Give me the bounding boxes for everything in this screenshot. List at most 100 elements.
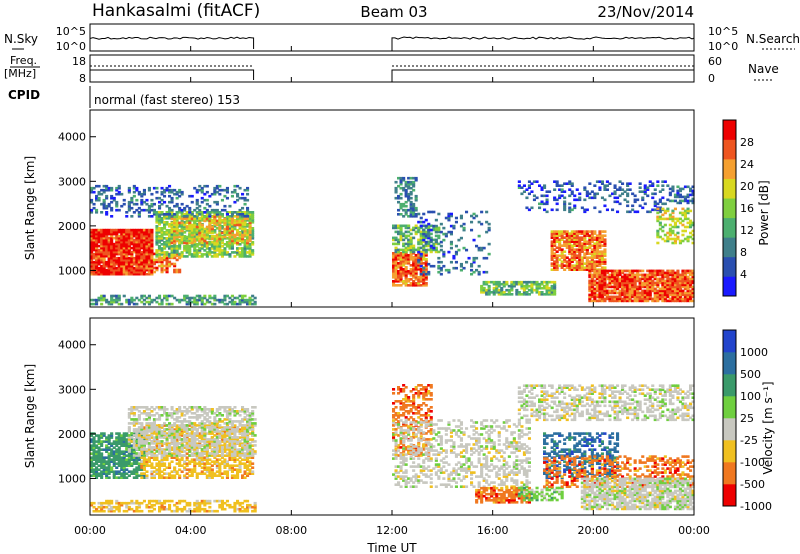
freq-right-tick-bottom: 0	[708, 72, 715, 85]
power-region-0	[90, 228, 154, 276]
freq-label-line1: Freq.	[10, 54, 37, 67]
colorbar-swatch-0	[723, 276, 736, 297]
colorbar-tick-label-2: 100	[740, 390, 761, 403]
y-tick-label-0-1: 2000	[58, 220, 86, 233]
nave-label: Nave	[748, 62, 779, 76]
time-x-axis: 00:00 04:00 08:00 12:00 16:00 20:00 00:00	[74, 46, 710, 537]
x-tick-label-4: 16:00	[477, 524, 509, 537]
noise-left-tick-bottom: 10^0	[56, 40, 86, 53]
velocity-y-label: Slant Range [km]	[23, 364, 37, 468]
colorbar-tick-label-5: 24	[740, 158, 754, 171]
colorbar-swatch-1	[723, 256, 736, 277]
colorbar-frame	[722, 119, 737, 297]
colorbar-tick-label-6: 28	[740, 136, 754, 149]
x-tick-label-1: 04:00	[175, 524, 207, 537]
colorbar-tick-label-0: 4	[740, 268, 747, 281]
y-tick-label-0-3: 4000	[58, 131, 86, 144]
y-tick-label-1-2: 3000	[58, 383, 86, 396]
noise-segment-1	[391, 36, 695, 49]
colorbar-swatch-7	[723, 330, 736, 353]
freq-label-line2: [MHz]	[4, 67, 36, 80]
freq-right-tick-top: 60	[708, 55, 722, 68]
power-region-11	[517, 180, 670, 214]
velocity-region-0	[90, 432, 146, 479]
power-y-axis: 1000 2000 3000 4000	[58, 131, 96, 277]
power-colorbar-label: Power [dB]	[757, 180, 771, 245]
power-colorbar: 4 8 12 16 20 24 28	[722, 119, 754, 297]
freq-segment-0	[89, 69, 255, 80]
station-title: Hankasalmi (fitACF)	[92, 1, 260, 21]
noise-left-label: N.Sky	[4, 32, 38, 46]
colorbar-swatch-8	[723, 120, 736, 140]
power-region-12	[550, 230, 607, 271]
y-tick-label-0-2: 3000	[58, 175, 86, 188]
x-tick-label-5: 20:00	[577, 524, 609, 537]
y-tick-label-1-3: 4000	[58, 339, 86, 352]
velocity-y-axis: 1000 2000 3000 4000	[58, 339, 96, 485]
noise-right-tick-bottom: 10^0	[708, 40, 738, 53]
freq-left-tick-bottom: 8	[79, 72, 86, 85]
power-region-8	[394, 176, 418, 218]
velocity-region-11	[580, 477, 695, 511]
x-tick-label-0: 00:00	[74, 524, 106, 537]
x-tick-label-2: 08:00	[275, 524, 307, 537]
colorbar-tick-label-1: 8	[740, 246, 747, 259]
power-region-4	[90, 184, 250, 218]
power-y-label: Slant Range [km]	[23, 156, 37, 260]
colorbar-tick-label-4: 20	[740, 180, 754, 193]
velocity-region-10	[517, 384, 695, 422]
colorbar-swatch-2	[723, 440, 736, 463]
noise-left-tick-top: 10^5	[56, 25, 86, 38]
colorbar-swatch-6	[723, 159, 736, 179]
y-tick-label-0-0: 1000	[58, 264, 86, 277]
x-axis-label: Time UT	[366, 541, 417, 554]
velocity-colorbar-label: Velocity [m s⁻¹]	[761, 381, 775, 474]
power-region-10	[480, 280, 557, 296]
freq-trace	[89, 65, 695, 80]
colorbar-tick-label-4: -25	[740, 434, 758, 447]
colorbar-tick-label-2: 12	[740, 224, 754, 237]
cpid-mode: normal (fast stereo) 153	[94, 93, 240, 107]
power-region-9	[417, 210, 491, 276]
date-title: 23/Nov/2014	[597, 3, 694, 21]
colorbar-swatch-3	[723, 418, 736, 441]
colorbar-tick-label-5: -100	[740, 456, 765, 469]
velocity-heatmap	[90, 384, 695, 513]
velocity-region-2	[127, 406, 257, 457]
colorbar-swatch-5	[723, 178, 736, 199]
noise-trace	[89, 36, 695, 49]
colorbar-swatch-6	[723, 352, 736, 375]
colorbar-tick-label-6: -500	[740, 478, 765, 491]
colorbar-swatch-1	[723, 462, 736, 485]
colorbar-swatch-2	[723, 237, 736, 258]
power-region-13	[588, 269, 695, 303]
colorbar-tick-label-1: 500	[740, 368, 761, 381]
beam-title: Beam 03	[360, 3, 427, 21]
x-tick-label-3: 12:00	[376, 524, 408, 537]
x-tick-label-6: 00:00	[678, 524, 710, 537]
velocity-colorbar: 1000 500 100 25 -25 -100 -500 -1000	[722, 329, 772, 513]
noise-segment-0	[89, 36, 255, 49]
freq-step	[392, 70, 543, 78]
colorbar-tick-label-7: -1000	[740, 500, 772, 513]
freq-segment-1	[391, 69, 695, 80]
colorbar-frame	[722, 329, 737, 507]
power-region-5	[90, 294, 257, 306]
colorbar-swatch-0	[723, 484, 736, 507]
cpid-label: CPID	[8, 88, 40, 102]
colorbar-swatch-3	[723, 217, 736, 238]
power-heatmap	[90, 176, 695, 306]
colorbar-swatch-4	[723, 396, 736, 419]
colorbar-swatch-4	[723, 198, 736, 219]
noise-right-label: N.Search	[746, 32, 800, 46]
noise-right-tick-top: 10^5	[708, 25, 738, 38]
velocity-region-7	[517, 486, 564, 502]
y-tick-label-1-1: 2000	[58, 428, 86, 441]
freq-left-tick-top: 18	[72, 55, 86, 68]
y-tick-label-1-0: 1000	[58, 472, 86, 485]
velocity-region-3	[90, 499, 257, 513]
colorbar-swatch-5	[723, 374, 736, 397]
colorbar-tick-label-0: 1000	[740, 346, 768, 359]
power-region-3	[170, 215, 252, 245]
